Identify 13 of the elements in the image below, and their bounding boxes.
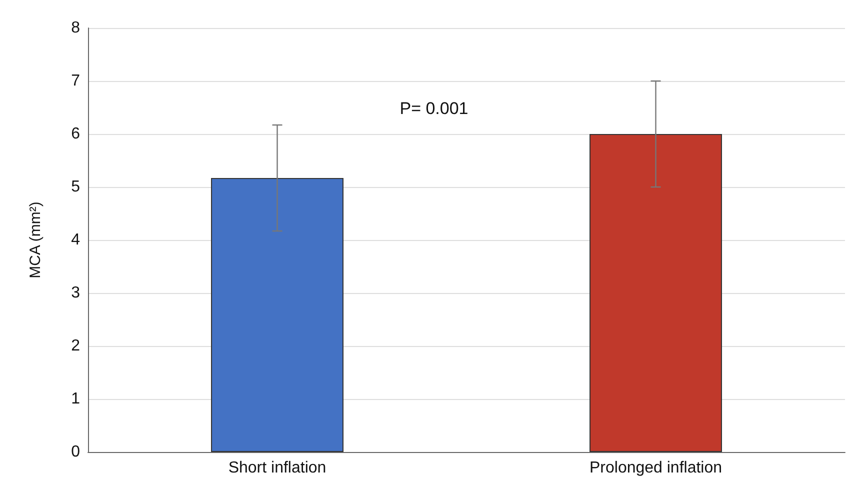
y-tick-label: 0 — [71, 444, 80, 460]
y-tick-label: 7 — [71, 72, 80, 90]
y-tick-label: 5 — [71, 178, 80, 196]
x-tick-label: Short inflation — [228, 460, 326, 476]
y-tick-label: 2 — [71, 338, 80, 354]
y-axis-title: MCA (mm²) — [27, 202, 44, 278]
x-tick-label: Prolonged inflation — [589, 460, 722, 476]
y-tick-label: 8 — [71, 20, 80, 36]
y-tick-label: 1 — [71, 390, 80, 408]
y-tick-label: 4 — [71, 232, 80, 248]
annotation: P= 0.001 — [400, 99, 468, 118]
y-tick-label: 6 — [71, 126, 80, 142]
y-tick-label: 3 — [71, 284, 80, 302]
